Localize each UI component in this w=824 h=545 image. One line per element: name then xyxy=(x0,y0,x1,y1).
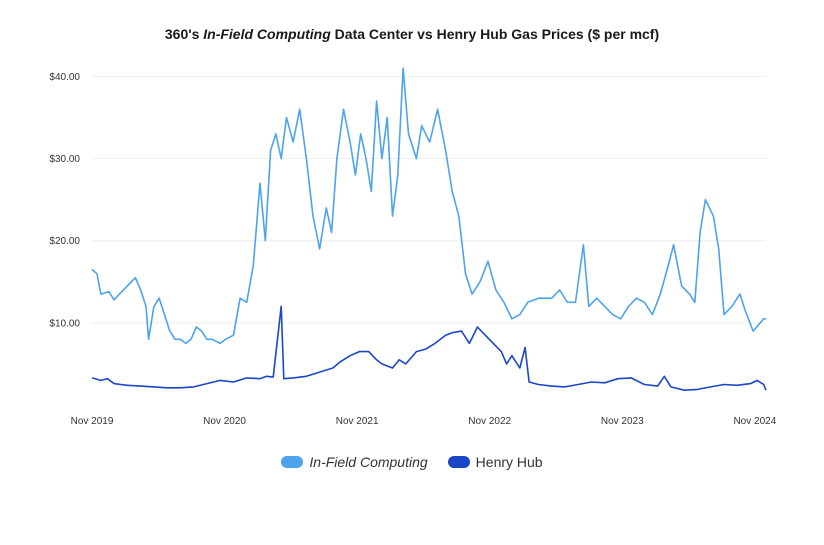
y-tick-label: $40.00 xyxy=(49,72,80,83)
series-line-henry-hub[interactable] xyxy=(91,305,767,391)
x-tick-label: Nov 2019 xyxy=(71,416,114,427)
y-tick-label: $10.00 xyxy=(49,318,80,329)
legend-swatch-in-field-computing xyxy=(281,456,304,468)
y-tick-label: $20.00 xyxy=(49,236,80,247)
x-tick-label: Nov 2023 xyxy=(601,416,644,427)
x-tick-label: Nov 2020 xyxy=(203,416,246,427)
y-tick-label: $30.00 xyxy=(49,154,80,165)
chart-legend: In-Field Computing Henry Hub xyxy=(0,454,824,470)
series-line-in-field-computing[interactable] xyxy=(91,67,766,345)
legend-label-henry-hub: Henry Hub xyxy=(475,454,543,470)
legend-swatch-henry-hub xyxy=(447,456,470,468)
x-tick-label: Nov 2021 xyxy=(336,416,379,427)
x-tick-label: Nov 2022 xyxy=(468,416,511,427)
x-tick-label: Nov 2024 xyxy=(733,416,776,427)
legend-item-in-field-computing[interactable]: In-Field Computing xyxy=(281,454,428,470)
chart-title-emphasis: In-Field Computing xyxy=(203,26,331,42)
legend-item-henry-hub[interactable]: Henry Hub xyxy=(447,454,543,470)
legend-label-in-field-computing: In-Field Computing xyxy=(309,454,428,470)
chart-title: 360's In-Field Computing Data Center vs … xyxy=(164,26,660,42)
